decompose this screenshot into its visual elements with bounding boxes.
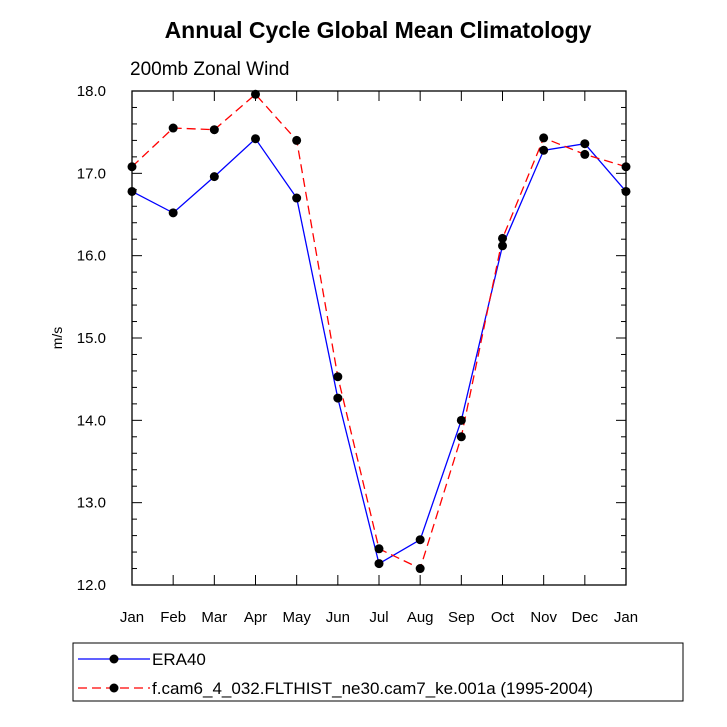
series-0-point xyxy=(333,393,343,403)
series-0-point xyxy=(209,172,219,182)
legend-label-era40: ERA40 xyxy=(152,650,206,669)
series-0-point xyxy=(127,186,137,196)
legend-marker-era40 xyxy=(109,654,119,664)
chart-title: Annual Cycle Global Mean Climatology xyxy=(165,17,592,43)
x-tick-label: Jan xyxy=(614,609,638,626)
series-1-point xyxy=(333,372,343,382)
x-tick-label: Mar xyxy=(201,609,227,626)
axis-ticks xyxy=(131,90,627,586)
legend-label-cam: f.cam6_4_032.FLTHIST_ne30.cam7_ke.001a (… xyxy=(152,679,593,698)
legend-box xyxy=(72,642,684,702)
series-1-point xyxy=(539,133,549,143)
plot-frame xyxy=(131,90,627,586)
series-1-point xyxy=(580,149,590,159)
chart-subtitle: 200mb Zonal Wind xyxy=(130,59,289,80)
x-tick-label: Sep xyxy=(448,609,475,626)
y-tick-label: 18.0 xyxy=(77,83,106,100)
series-1-point xyxy=(127,162,137,172)
y-tick-label: 12.0 xyxy=(77,577,106,594)
series-0-point xyxy=(456,415,466,425)
series-1-point xyxy=(168,123,178,133)
series-0-point xyxy=(498,241,507,251)
x-tick-label: Jan xyxy=(120,609,144,626)
series-1-point xyxy=(374,544,384,554)
y-axis-label: m/s xyxy=(49,327,65,350)
legend-marker-cam xyxy=(109,683,119,693)
series-1-point xyxy=(415,564,425,574)
series-line-1 xyxy=(131,93,627,570)
y-tick-label: 17.0 xyxy=(77,165,106,182)
series-1-point xyxy=(456,432,466,442)
series-0-point xyxy=(580,139,590,149)
series-0-point xyxy=(621,186,631,196)
x-tick-label: Dec xyxy=(571,609,598,626)
x-tick-label: Jun xyxy=(326,609,350,626)
series-0-point xyxy=(168,208,178,218)
y-tick-labels: 12.0 13.0 14.0 15.0 16.0 17.0 18.0 xyxy=(77,83,106,594)
series-1-point xyxy=(251,89,260,99)
x-tick-label: Feb xyxy=(160,609,186,626)
legend: ERA40 f.cam6_4_032.FLTHIST_ne30.cam7_ke.… xyxy=(72,642,684,702)
series-0-point xyxy=(251,134,260,144)
x-tick-label: Apr xyxy=(244,609,267,626)
y-tick-label: 14.0 xyxy=(77,412,106,429)
y-tick-label: 13.0 xyxy=(77,495,106,512)
series-0-point xyxy=(415,535,425,545)
series-line-0 xyxy=(131,137,627,565)
x-tick-labels: Jan Feb Mar Apr May Jun Jul Aug Sep Oct Nov Dec Jan xyxy=(120,609,638,626)
x-tick-label: Oct xyxy=(491,609,515,626)
y-tick-label: 15.0 xyxy=(77,330,106,347)
series-0-point xyxy=(292,193,302,203)
series-1-point xyxy=(498,233,507,243)
x-tick-label: Jul xyxy=(369,609,388,626)
series-0-point xyxy=(374,559,384,569)
series-0-point xyxy=(539,145,549,155)
series-1-point xyxy=(292,135,302,145)
series-1-point xyxy=(621,162,631,172)
y-tick-label: 16.0 xyxy=(77,248,106,265)
series-layer xyxy=(127,89,631,574)
x-tick-label: May xyxy=(282,609,311,626)
x-tick-label: Nov xyxy=(530,609,557,626)
series-1-point xyxy=(209,125,219,135)
x-tick-label: Aug xyxy=(407,609,434,626)
